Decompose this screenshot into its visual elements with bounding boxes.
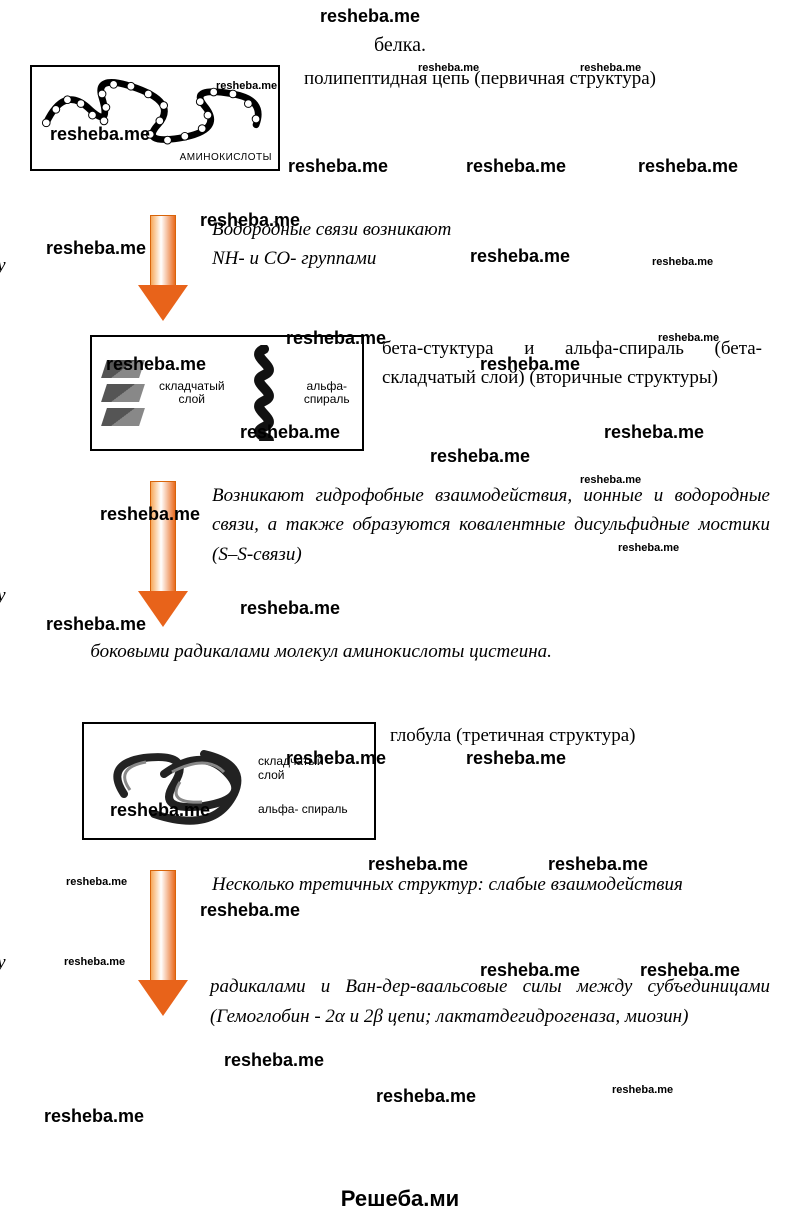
down-arrow-icon — [140, 215, 186, 325]
transition-1: между Водородные связи возникают NH- и C… — [30, 215, 770, 325]
watermark-text: resheba.me — [224, 1050, 324, 1071]
tertiary-helix-label: альфа- спираль — [258, 802, 348, 816]
secondary-structure-image: складчатый слой альфа- спираль — [90, 335, 364, 451]
watermark-text: resheba.me — [44, 1106, 144, 1127]
beta-sheet-icon — [104, 360, 142, 426]
footer-brand: Решеба.ми — [0, 1186, 800, 1212]
globule-icon — [84, 724, 378, 842]
alpha-helix-icon — [241, 345, 287, 441]
tertiary-structure-desc: глобула (третичная структура) — [390, 722, 636, 751]
step-primary: АМИНОКИСЛОТЫ полипептидная цепь (первичн… — [30, 65, 770, 171]
beta-sheet-label: складчатый слой — [159, 380, 225, 406]
tertiary-sheet-label: складчатый слой — [258, 754, 324, 782]
lead-word-3: между — [0, 952, 6, 974]
tertiary-structure-image: складчатый слой альфа- спираль — [82, 722, 376, 840]
watermark-text: resheba.me — [320, 6, 420, 27]
transition-2-text: Возникают гидрофобные взаимодействия, ио… — [212, 481, 770, 569]
down-arrow-icon — [140, 481, 186, 631]
amino-acids-label: АМИНОКИСЛОТЫ — [180, 152, 272, 163]
watermark-text: resheba.me — [612, 1084, 673, 1096]
page-title: белка. — [30, 34, 770, 57]
t2-tail-text: боковыми радикалами молекул аминокислоты… — [90, 641, 552, 662]
primary-structure-desc: полипептидная цепь (первичная структура) — [304, 65, 656, 94]
transition-3-text: Несколько третичных структур: слабые вза… — [212, 870, 770, 899]
t3-tail-text: радикалами и Ван-дер-ваальсовые силы меж… — [210, 976, 770, 1026]
transition-2-tail: между боковыми радикалами молекул аминок… — [30, 637, 770, 666]
alpha-helix-label: альфа- спираль — [304, 380, 350, 406]
lead-word-2: между — [0, 585, 6, 607]
transition-1-text: Водородные связи возникают NH- и CO- гру… — [212, 215, 770, 274]
secondary-structure-desc: бета-стуктура и альфа-спираль (бета-скла… — [382, 335, 762, 392]
lead-word-1: между — [0, 255, 6, 277]
step-secondary: складчатый слой альфа- спираль бета-стук… — [30, 335, 770, 451]
watermark-text: resheba.me — [376, 1086, 476, 1107]
down-arrow-icon — [140, 870, 186, 1020]
transition-2: между Возникают гидрофобные взаимодейств… — [30, 481, 770, 631]
t1-line2: NH- и CO- группами — [212, 248, 376, 269]
t1-line1: Водородные связи возникают — [212, 219, 451, 240]
primary-structure-image: АМИНОКИСЛОТЫ — [30, 65, 280, 171]
step-tertiary: складчатый слой альфа- спираль глобула (… — [30, 722, 770, 840]
